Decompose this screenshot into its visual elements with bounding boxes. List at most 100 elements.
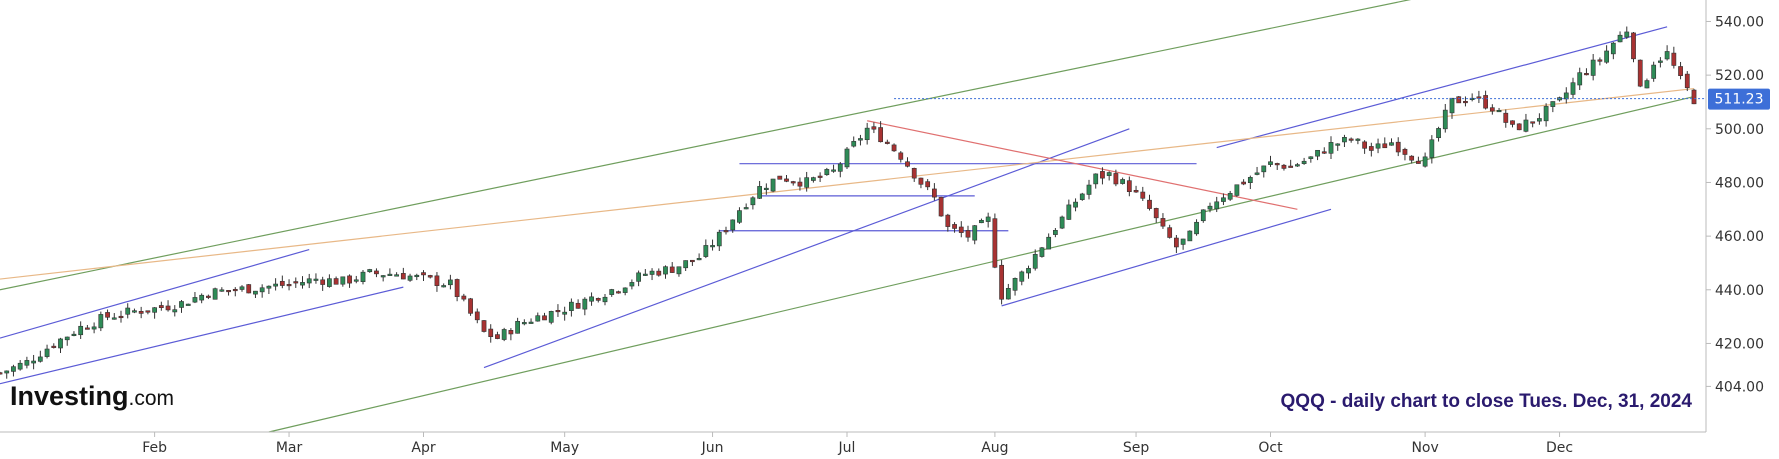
candle-body xyxy=(649,270,655,275)
candle-250 xyxy=(1678,61,1683,80)
candle-body xyxy=(1678,66,1683,76)
candle-163 xyxy=(1093,173,1099,189)
candle-32 xyxy=(212,287,218,300)
candle-229 xyxy=(1537,113,1542,125)
candle-82 xyxy=(548,310,554,325)
candle-51 xyxy=(340,276,346,287)
candle-134 xyxy=(898,151,904,163)
candle-81 xyxy=(542,312,547,321)
candle-84 xyxy=(562,306,568,321)
candle-8 xyxy=(51,343,57,349)
candle-body xyxy=(64,336,70,341)
candle-26 xyxy=(172,305,178,317)
candle-69 xyxy=(461,293,467,302)
trendline-1 xyxy=(0,286,404,385)
candle-body xyxy=(259,287,265,293)
candle-28 xyxy=(185,303,191,306)
x-tick-label: Feb xyxy=(142,440,167,456)
candle-body xyxy=(138,310,144,314)
candle-146 xyxy=(979,218,984,224)
candle-body xyxy=(1039,247,1045,257)
candle-body xyxy=(1180,238,1186,245)
candle-91 xyxy=(609,288,615,297)
candle-106 xyxy=(710,239,715,251)
candle-body xyxy=(1516,123,1522,131)
candle-112 xyxy=(750,196,756,210)
candle-86 xyxy=(575,299,581,309)
x-tick-label: Apr xyxy=(411,440,435,456)
candle-128 xyxy=(858,134,863,146)
candle-109 xyxy=(730,219,736,233)
candle-body xyxy=(844,148,850,168)
candle-88 xyxy=(589,292,594,306)
candle-body xyxy=(1429,139,1435,158)
candle-body xyxy=(925,181,931,188)
candle-body xyxy=(609,289,615,295)
candle-body xyxy=(804,177,810,188)
candle-body xyxy=(582,298,588,310)
candle-body xyxy=(1395,141,1401,153)
candle-179 xyxy=(1200,209,1206,223)
candle-body xyxy=(347,275,352,284)
candle-73 xyxy=(488,324,494,343)
y-tick-label: 500.00 xyxy=(1715,122,1764,138)
candle-body xyxy=(353,279,359,282)
candle-body xyxy=(985,216,991,222)
candle-body xyxy=(1631,32,1636,60)
candle-122 xyxy=(817,172,823,183)
candle-14 xyxy=(91,322,97,334)
candle-143 xyxy=(958,221,964,238)
candle-body xyxy=(629,282,635,287)
candle-body xyxy=(266,285,272,289)
candle-141 xyxy=(945,213,951,232)
candle-body xyxy=(185,303,191,306)
candle-223 xyxy=(1496,107,1502,113)
candle-148 xyxy=(992,213,998,269)
candle-97 xyxy=(649,268,655,281)
candle-body xyxy=(1126,180,1132,192)
x-tick-label: May xyxy=(550,440,579,456)
candle-66 xyxy=(441,283,447,288)
candle-181 xyxy=(1214,196,1220,213)
candle-155 xyxy=(1039,246,1045,258)
candle-body xyxy=(367,269,373,273)
candle-body xyxy=(286,284,292,287)
candle-body xyxy=(656,270,662,276)
candle-body xyxy=(790,181,796,184)
candle-body xyxy=(394,274,399,277)
candle-body xyxy=(972,225,978,241)
candle-body xyxy=(965,230,971,238)
candle-170 xyxy=(1140,186,1146,202)
candle-67 xyxy=(448,274,453,290)
candle-body xyxy=(1691,89,1697,105)
candle-body xyxy=(636,272,641,282)
candle-body xyxy=(1617,34,1623,43)
candle-body xyxy=(1019,271,1025,282)
candle-body xyxy=(421,272,426,276)
candle-152 xyxy=(1019,270,1025,286)
candle-6 xyxy=(37,350,43,363)
candle-body xyxy=(898,152,904,160)
candle-body xyxy=(911,167,917,179)
candle-body xyxy=(1563,92,1569,100)
candle-body xyxy=(770,178,776,192)
candle-body xyxy=(723,230,729,233)
candle-body xyxy=(91,326,97,330)
candle-153 xyxy=(1026,265,1031,279)
candle-110 xyxy=(737,207,742,224)
y-tick-label: 404.00 xyxy=(1715,379,1764,395)
candle-0 xyxy=(0,371,3,375)
candle-16 xyxy=(105,309,110,321)
candle-47 xyxy=(313,273,319,284)
candle-body xyxy=(1221,197,1226,202)
candle-242 xyxy=(1624,26,1630,39)
candle-body xyxy=(743,207,749,210)
candle-241 xyxy=(1617,31,1623,43)
candle-165 xyxy=(1106,171,1112,181)
candle-body xyxy=(454,279,460,297)
candle-193 xyxy=(1295,162,1300,167)
candle-111 xyxy=(743,203,749,210)
logo-name: Investing xyxy=(10,381,129,411)
candle-39 xyxy=(259,284,265,298)
candle-212 xyxy=(1422,152,1428,168)
